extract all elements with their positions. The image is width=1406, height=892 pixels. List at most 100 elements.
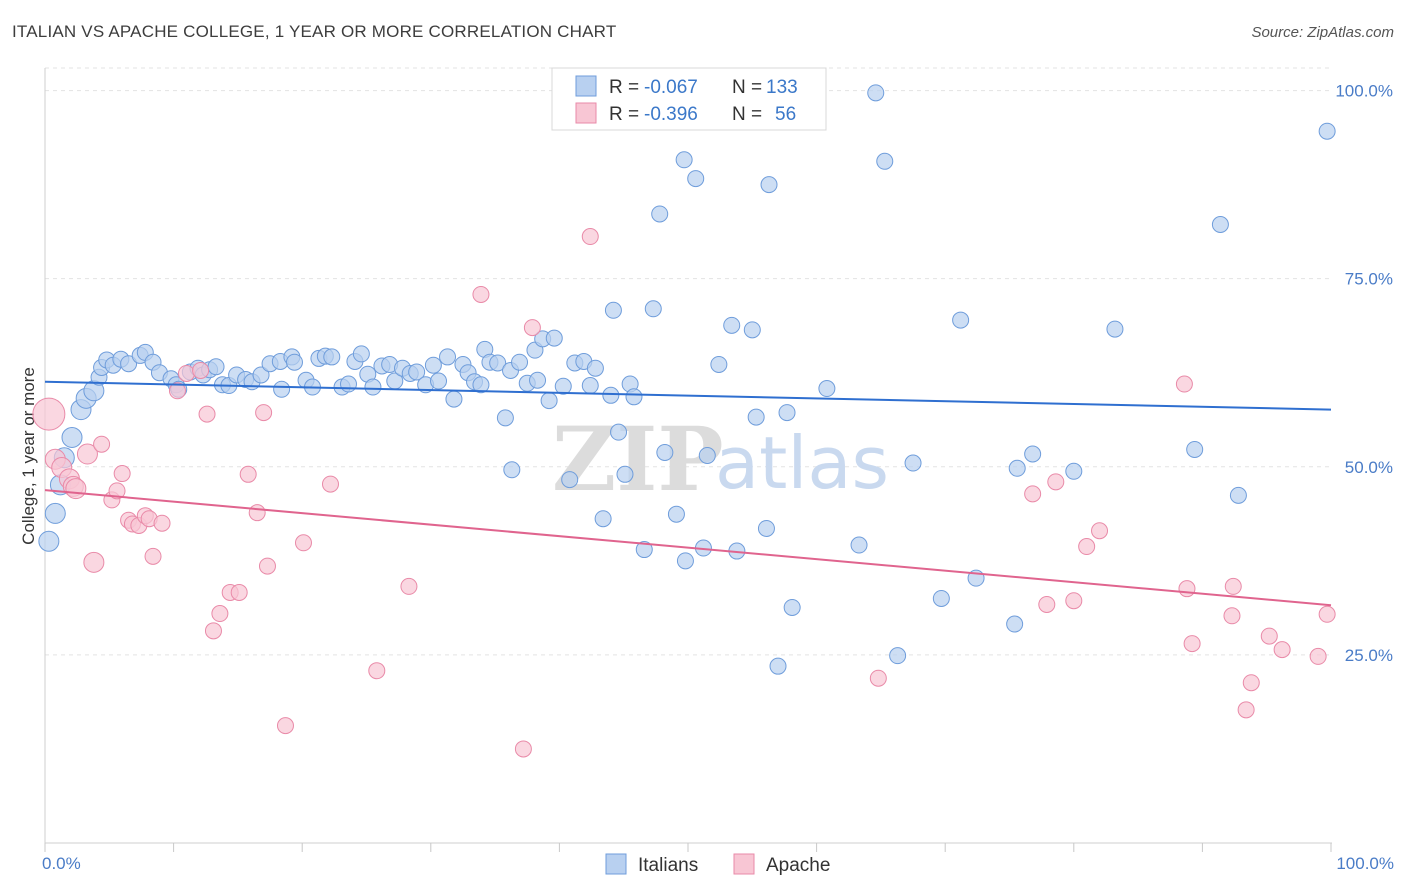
correlation-legend: R = -0.067 N = 133 R = -0.396 N = 56 xyxy=(551,67,827,131)
legend-n-label-apache: N = xyxy=(732,104,762,125)
italians-point xyxy=(651,205,669,223)
italians-point xyxy=(496,409,514,427)
apache-point xyxy=(258,557,276,575)
trend-lines xyxy=(44,380,1332,607)
apache-point xyxy=(198,405,216,423)
apache-point xyxy=(248,504,266,522)
italians-point xyxy=(323,348,341,366)
apache-point xyxy=(211,605,229,623)
apache-point xyxy=(1065,592,1083,610)
italians-point xyxy=(644,300,662,318)
italians-point xyxy=(757,519,775,537)
italians-point xyxy=(710,355,728,373)
italians-point xyxy=(1008,459,1026,477)
apache-point xyxy=(1175,375,1193,393)
italians-point xyxy=(1065,462,1083,480)
apache-point xyxy=(1309,647,1327,665)
y-tick-label: 75.0% xyxy=(1345,270,1393,289)
italians-point xyxy=(408,363,426,381)
apache-point xyxy=(144,547,162,565)
italians-point xyxy=(561,471,579,489)
apache-point xyxy=(204,622,222,640)
apache-point xyxy=(1078,538,1096,556)
chart-title: ITALIAN VS APACHE COLLEGE, 1 YEAR OR MOR… xyxy=(12,22,617,41)
italians-point xyxy=(540,392,558,410)
legend-n-value-apache: 56 xyxy=(775,104,796,125)
y-axis-label: College, 1 year or more xyxy=(19,367,38,545)
apache-point xyxy=(1038,595,1056,613)
italians-point xyxy=(818,380,836,398)
italians-point xyxy=(747,408,765,426)
legend-r-label-italians: R = xyxy=(609,77,639,98)
italians-point xyxy=(554,377,572,395)
italians-point xyxy=(602,386,620,404)
apache-point xyxy=(177,364,195,382)
series-legend-swatch-apache xyxy=(733,853,755,875)
y-tick-labels: 25.0% 50.0% 75.0% 100.0% xyxy=(1335,82,1393,665)
italians-point xyxy=(503,461,521,479)
apache-point xyxy=(168,382,186,400)
legend-n-label-italians: N = xyxy=(732,77,762,98)
italians-point xyxy=(778,404,796,422)
apache-point xyxy=(230,583,248,601)
apache-point xyxy=(276,717,294,735)
italians-point xyxy=(610,423,628,441)
apache-point xyxy=(255,404,273,422)
x-tick-label-max: 100.0% xyxy=(1336,854,1394,873)
italians-point xyxy=(339,375,357,393)
apache-point xyxy=(1091,522,1109,540)
italians-point xyxy=(44,502,66,524)
apache-point xyxy=(869,669,887,687)
italians-point xyxy=(1024,445,1042,463)
italians-point xyxy=(675,151,693,169)
series-legend-label-italians: Italians xyxy=(638,855,698,876)
apache-point xyxy=(1224,577,1242,595)
italians-trend-line xyxy=(44,380,1332,411)
italians-point xyxy=(760,176,778,194)
apache-point xyxy=(514,740,532,758)
x-tick-label-min: 0.0% xyxy=(42,854,81,873)
italians-point xyxy=(932,589,950,607)
apache-point xyxy=(153,514,171,532)
legend-swatch-apache xyxy=(575,102,597,124)
apache-point xyxy=(1260,627,1278,645)
italians-point xyxy=(586,359,604,377)
italians-point xyxy=(430,372,448,390)
apache-point xyxy=(523,319,541,337)
apache-trend-line xyxy=(44,489,1332,607)
legend-box xyxy=(551,67,827,131)
italians-point xyxy=(207,358,225,376)
apache-point xyxy=(1183,635,1201,653)
italians-point xyxy=(1318,122,1336,140)
apache-point xyxy=(1223,607,1241,625)
italians-point xyxy=(876,152,894,170)
legend-n-value-italians: 133 xyxy=(766,77,798,98)
italians-point xyxy=(529,371,547,389)
apache-point xyxy=(83,551,105,573)
italians-point xyxy=(723,316,741,334)
apache-point xyxy=(581,228,599,246)
italians-point xyxy=(667,505,685,523)
italians-point xyxy=(352,345,370,363)
apache-point xyxy=(1273,641,1291,659)
watermark-atlas: atlas xyxy=(715,421,889,505)
apache-point xyxy=(108,482,126,500)
apache-point xyxy=(192,361,210,379)
italians-point xyxy=(511,353,529,371)
legend-r-value-apache: -0.396 xyxy=(644,104,698,125)
italians-point xyxy=(424,356,442,374)
apache-point xyxy=(1178,580,1196,598)
italians-point xyxy=(120,355,138,373)
italians-point xyxy=(581,377,599,395)
italians-point xyxy=(1106,320,1124,338)
italians-point xyxy=(545,329,563,347)
italians-point xyxy=(445,390,463,408)
x-ticks xyxy=(44,843,1332,852)
apache-point xyxy=(1047,473,1065,491)
apache-point xyxy=(93,435,111,453)
apache-point xyxy=(239,465,257,483)
apache-points xyxy=(32,228,1336,758)
italians-point xyxy=(904,454,922,472)
italians-point xyxy=(1229,486,1247,504)
